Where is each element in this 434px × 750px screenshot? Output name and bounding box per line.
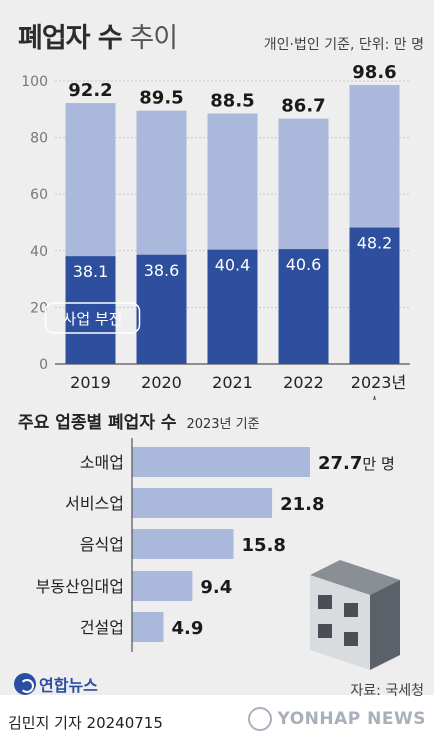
industry-chart-title-text: 주요 업종별 폐업자 수 — [18, 413, 177, 433]
inner-value-label: 48.2 — [357, 234, 393, 253]
x-tick-label: 2019 — [70, 373, 111, 392]
industry-bar — [132, 488, 273, 518]
total-value-label: 98.6 — [352, 62, 396, 83]
building-window — [318, 595, 332, 609]
industry-chart-title: 주요 업종별 폐업자 수 2023년 기준 — [18, 408, 260, 433]
legend-label: 사업 부진 — [63, 310, 123, 328]
industry-value-unit: 만 명 — [362, 455, 394, 473]
pointer-line — [373, 395, 376, 400]
industry-label: 부동산임대업 — [36, 577, 124, 596]
industry-label: 소매업 — [80, 453, 124, 472]
inner-value-label: 40.4 — [215, 256, 251, 275]
building-window — [344, 603, 358, 617]
industry-value-label: 9.4 — [200, 577, 232, 598]
business-slump-bar — [349, 227, 400, 364]
source-note: 자료: 국세청 — [350, 683, 424, 699]
industry-value-label: 27.7만 명 — [318, 453, 395, 474]
unit-note: 개인·법인 기준, 단위: 만 명 — [263, 37, 424, 53]
y-tick-label: 0 — [39, 357, 48, 373]
inner-value-label: 38.1 — [73, 262, 109, 281]
title-bold: 폐업자 수 — [18, 23, 123, 54]
yonhap-logo-icon — [14, 673, 36, 695]
industry-bar — [132, 571, 193, 601]
inner-value-label: 38.6 — [144, 261, 180, 280]
y-tick-label: 40 — [30, 244, 48, 260]
industry-value-label: 21.8 — [280, 494, 324, 515]
building-side — [370, 580, 400, 670]
x-tick-label: 2022 — [283, 373, 324, 392]
industry-value-label: 4.9 — [171, 618, 203, 639]
business-slump-bar — [207, 249, 258, 364]
industry-bar — [132, 447, 310, 477]
x-tick-label: 2023년 — [351, 373, 406, 392]
total-value-label: 92.2 — [68, 80, 112, 101]
page-title: 폐업자 수 추이 — [18, 16, 178, 55]
byline: 김민지 기자 20240715 — [8, 714, 163, 732]
y-tick-label: 20 — [30, 300, 48, 316]
yonhap-logo: 연합뉴스 — [14, 672, 98, 696]
legend-box — [44, 302, 141, 334]
y-tick-label: 60 — [30, 187, 48, 203]
building-window — [344, 632, 358, 646]
total-value-label: 88.5 — [210, 91, 254, 112]
y-tick-label: 80 — [30, 131, 48, 147]
x-tick-label: 2021 — [212, 373, 253, 392]
yonhap-logo-text: 연합뉴스 — [39, 676, 98, 695]
watermark-icon — [247, 707, 272, 731]
building-illustration — [310, 560, 400, 670]
business-slump-bar — [65, 256, 116, 364]
x-tick-label: 2020 — [141, 373, 182, 392]
industry-label: 음식업 — [80, 535, 124, 554]
watermark-text: YONHAP NEWS — [277, 709, 426, 729]
business-slump-bar — [136, 254, 187, 364]
industry-label: 건설업 — [80, 618, 124, 637]
total-value-label: 86.7 — [281, 96, 325, 117]
watermark: YONHAP NEWS — [247, 707, 426, 731]
inner-value-label: 40.6 — [286, 255, 322, 274]
industry-label: 서비스업 — [65, 494, 124, 513]
total-value-label: 89.5 — [139, 88, 183, 109]
building-window — [318, 624, 332, 638]
industry-bar — [132, 612, 164, 642]
title-light: 추이 — [129, 23, 178, 54]
industry-chart-title-note: 2023년 기준 — [186, 417, 260, 432]
building-roof — [310, 560, 400, 595]
business-slump-bar — [278, 249, 329, 364]
industry-bar — [132, 529, 234, 559]
closures-trend-chart: 0 20 40 60 80 100 92.2 38.1 2019 89.5 38.6 2020 88.5… — [21, 62, 410, 400]
y-tick-label: 100 — [21, 74, 48, 90]
industry-value-label: 15.8 — [242, 535, 286, 556]
